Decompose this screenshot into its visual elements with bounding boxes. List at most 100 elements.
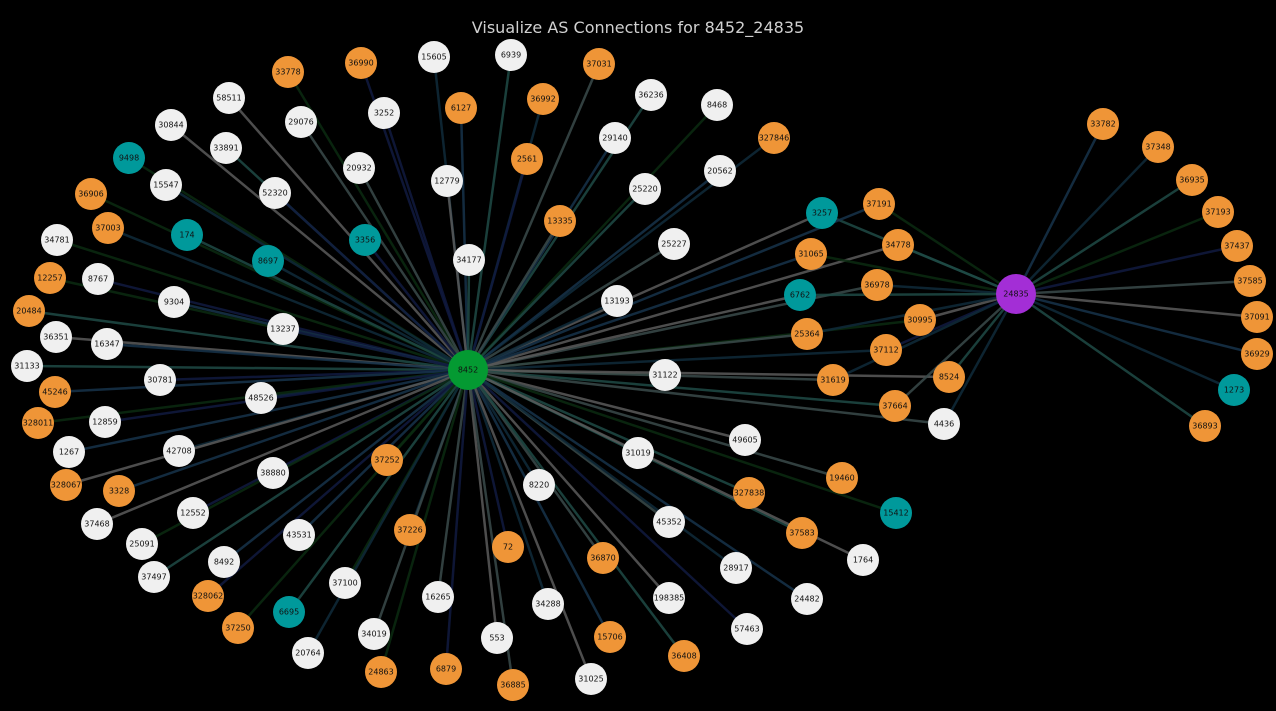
node-37091[interactable]: 37091 — [1241, 301, 1273, 333]
node-36990[interactable]: 36990 — [345, 47, 377, 79]
node-198385[interactable]: 198385 — [653, 582, 685, 614]
node-37226[interactable]: 37226 — [394, 514, 426, 546]
node-8220[interactable]: 8220 — [523, 469, 555, 501]
node-1764[interactable]: 1764 — [847, 544, 879, 576]
node-37031[interactable]: 37031 — [583, 48, 615, 80]
node-12859[interactable]: 12859 — [89, 406, 121, 438]
node-25091[interactable]: 25091 — [126, 528, 158, 560]
node-37348[interactable]: 37348 — [1142, 131, 1174, 163]
node-25220[interactable]: 25220 — [629, 173, 661, 205]
node-9304[interactable]: 9304 — [158, 286, 190, 318]
node-33778[interactable]: 33778 — [272, 56, 304, 88]
node-24835[interactable]: 24835 — [996, 274, 1036, 314]
node-37250[interactable]: 37250 — [222, 612, 254, 644]
node-19460[interactable]: 19460 — [826, 462, 858, 494]
node-3252[interactable]: 3252 — [368, 97, 400, 129]
node-12257[interactable]: 12257 — [34, 262, 66, 294]
node-6939[interactable]: 6939 — [495, 39, 527, 71]
node-31019[interactable]: 31019 — [622, 437, 654, 469]
node-37468[interactable]: 37468 — [81, 508, 113, 540]
node-1267[interactable]: 1267 — [53, 436, 85, 468]
node-37664[interactable]: 37664 — [879, 390, 911, 422]
node-38880[interactable]: 38880 — [257, 457, 289, 489]
node-36236[interactable]: 36236 — [635, 79, 667, 111]
node-34019[interactable]: 34019 — [358, 618, 390, 650]
node-15706[interactable]: 15706 — [594, 621, 626, 653]
node-42708[interactable]: 42708 — [163, 435, 195, 467]
node-9498[interactable]: 9498 — [113, 142, 145, 174]
node-37100[interactable]: 37100 — [329, 567, 361, 599]
node-328067[interactable]: 328067 — [50, 469, 82, 501]
node-8452[interactable]: 8452 — [448, 350, 488, 390]
node-20562[interactable]: 20562 — [704, 155, 736, 187]
node-49605[interactable]: 49605 — [729, 424, 761, 456]
node-20932[interactable]: 20932 — [343, 152, 375, 184]
node-31025[interactable]: 31025 — [575, 663, 607, 695]
node-20764[interactable]: 20764 — [292, 637, 324, 669]
node-12552[interactable]: 12552 — [177, 497, 209, 529]
node-16347[interactable]: 16347 — [91, 328, 123, 360]
node-327846[interactable]: 327846 — [758, 122, 790, 154]
node-24863[interactable]: 24863 — [365, 656, 397, 688]
node-553[interactable]: 553 — [481, 622, 513, 654]
node-8697[interactable]: 8697 — [252, 245, 284, 277]
node-6127[interactable]: 6127 — [445, 92, 477, 124]
node-34778[interactable]: 34778 — [882, 229, 914, 261]
node-33891[interactable]: 33891 — [210, 132, 242, 164]
node-6762[interactable]: 6762 — [784, 279, 816, 311]
node-52320[interactable]: 52320 — [259, 177, 291, 209]
node-37585[interactable]: 37585 — [1234, 265, 1266, 297]
node-34288[interactable]: 34288 — [532, 588, 564, 620]
node-36906[interactable]: 36906 — [75, 178, 107, 210]
node-31065[interactable]: 31065 — [795, 238, 827, 270]
node-72[interactable]: 72 — [492, 531, 524, 563]
node-37437[interactable]: 37437 — [1221, 230, 1253, 262]
node-13237[interactable]: 13237 — [267, 313, 299, 345]
node-36870[interactable]: 36870 — [587, 542, 619, 574]
node-327838[interactable]: 327838 — [733, 477, 765, 509]
node-30781[interactable]: 30781 — [144, 364, 176, 396]
node-45352[interactable]: 45352 — [653, 506, 685, 538]
node-31133[interactable]: 31133 — [11, 350, 43, 382]
node-4436[interactable]: 4436 — [928, 408, 960, 440]
node-174[interactable]: 174 — [171, 219, 203, 251]
node-37497[interactable]: 37497 — [138, 561, 170, 593]
node-45246[interactable]: 45246 — [39, 376, 71, 408]
node-25227[interactable]: 25227 — [658, 228, 690, 260]
node-6879[interactable]: 6879 — [430, 653, 462, 685]
node-36929[interactable]: 36929 — [1241, 338, 1273, 370]
node-36351[interactable]: 36351 — [40, 321, 72, 353]
node-31619[interactable]: 31619 — [817, 364, 849, 396]
node-3257[interactable]: 3257 — [806, 197, 838, 229]
node-25364[interactable]: 25364 — [791, 318, 823, 350]
node-37191[interactable]: 37191 — [863, 188, 895, 220]
node-37583[interactable]: 37583 — [786, 517, 818, 549]
node-36935[interactable]: 36935 — [1176, 164, 1208, 196]
node-13335[interactable]: 13335 — [544, 205, 576, 237]
node-43531[interactable]: 43531 — [283, 519, 315, 551]
node-8767[interactable]: 8767 — [82, 263, 114, 295]
node-24482[interactable]: 24482 — [791, 583, 823, 615]
node-16265[interactable]: 16265 — [422, 581, 454, 613]
node-57463[interactable]: 57463 — [731, 613, 763, 645]
node-37252[interactable]: 37252 — [371, 444, 403, 476]
node-15547[interactable]: 15547 — [150, 169, 182, 201]
node-30995[interactable]: 30995 — [904, 304, 936, 336]
node-29140[interactable]: 29140 — [599, 122, 631, 154]
node-58511[interactable]: 58511 — [213, 82, 245, 114]
node-3356[interactable]: 3356 — [349, 224, 381, 256]
node-12779[interactable]: 12779 — [431, 165, 463, 197]
node-1273[interactable]: 1273 — [1218, 374, 1250, 406]
node-48526[interactable]: 48526 — [245, 382, 277, 414]
node-30844[interactable]: 30844 — [155, 109, 187, 141]
node-29076[interactable]: 29076 — [285, 106, 317, 138]
node-8524[interactable]: 8524 — [933, 361, 965, 393]
node-328062[interactable]: 328062 — [192, 580, 224, 612]
node-36992[interactable]: 36992 — [527, 83, 559, 115]
node-328011[interactable]: 328011 — [22, 407, 54, 439]
node-34177[interactable]: 34177 — [453, 244, 485, 276]
node-36408[interactable]: 36408 — [668, 640, 700, 672]
node-15412[interactable]: 15412 — [880, 497, 912, 529]
node-15605[interactable]: 15605 — [418, 41, 450, 73]
node-36885[interactable]: 36885 — [497, 669, 529, 701]
